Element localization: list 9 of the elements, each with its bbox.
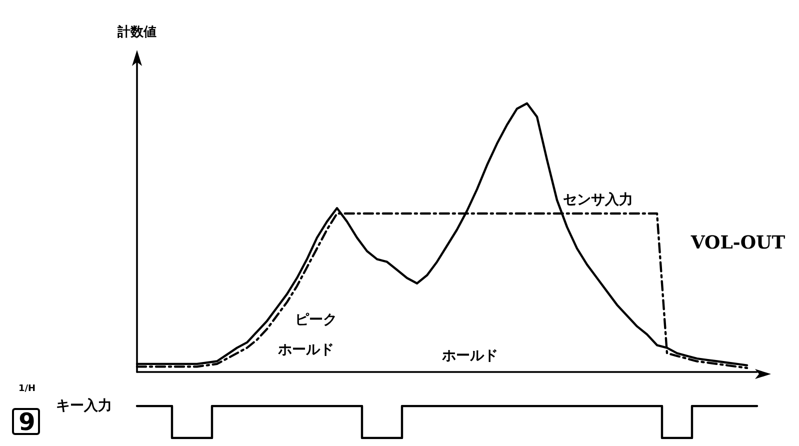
y-axis-title: 計数値 xyxy=(116,24,156,40)
text: 1/H xyxy=(18,384,36,394)
annotation: ホールド xyxy=(441,348,498,364)
annotation: ホールド xyxy=(277,342,334,358)
series-label: キー入力 xyxy=(56,398,112,414)
annotation: ピーク xyxy=(295,312,337,328)
text: 9 xyxy=(18,408,36,436)
series-label: センサ入力 xyxy=(563,192,633,208)
annotation: VOL-OUT xyxy=(690,232,786,254)
